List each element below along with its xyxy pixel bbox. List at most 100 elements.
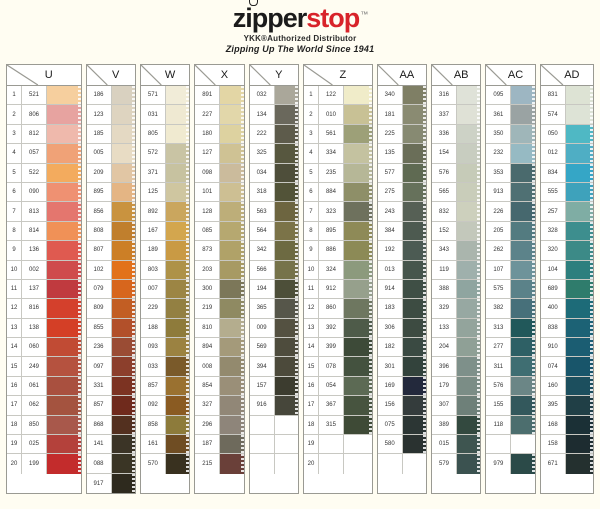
color-swatch-cell[interactable] (220, 86, 244, 105)
color-swatch-cell[interactable] (457, 318, 481, 338)
color-swatch-cell[interactable] (343, 182, 372, 202)
color-swatch-cell[interactable] (165, 318, 190, 338)
color-row[interactable]: 161 (140, 435, 190, 455)
color-row[interactable]: 9 886 (303, 241, 372, 261)
color-row[interactable]: 141 (86, 435, 135, 455)
color-row[interactable]: 074 (540, 357, 593, 377)
color-row[interactable]: 050 (540, 124, 593, 145)
color-swatch-cell[interactable] (220, 279, 244, 299)
color-swatch-cell[interactable] (565, 260, 593, 279)
color-row[interactable]: 225 (377, 124, 427, 145)
color-swatch-cell[interactable] (565, 202, 593, 221)
color-row[interactable]: 093 (140, 338, 190, 358)
color-swatch-cell[interactable] (274, 221, 298, 241)
color-row[interactable]: 012 (540, 144, 593, 164)
color-row[interactable]: 160 (540, 376, 593, 397)
color-row[interactable]: 4 057 (7, 144, 81, 164)
color-swatch-cell[interactable] (402, 182, 427, 202)
color-row[interactable]: 133 (432, 318, 481, 339)
color-swatch-cell[interactable] (343, 241, 372, 260)
color-swatch-cell[interactable] (402, 105, 427, 124)
color-row[interactable]: 13 138 (7, 318, 81, 339)
color-row[interactable]: 203 (195, 260, 244, 280)
color-swatch-cell[interactable] (47, 454, 81, 474)
color-swatch-cell[interactable] (274, 318, 298, 338)
color-swatch-cell[interactable] (111, 163, 135, 182)
color-swatch-cell[interactable] (47, 396, 81, 415)
color-swatch-cell[interactable] (402, 279, 427, 299)
color-swatch-cell[interactable] (457, 376, 481, 396)
color-row[interactable]: 328 (540, 221, 593, 242)
color-row[interactable]: 188 (140, 318, 190, 339)
color-row[interactable]: 809 (86, 299, 135, 319)
color-swatch-cell[interactable] (511, 86, 535, 105)
color-row[interactable]: 7 813 (7, 202, 81, 222)
color-row[interactable]: 569 (249, 338, 298, 358)
color-swatch-cell[interactable] (274, 396, 298, 415)
color-swatch-cell[interactable] (165, 279, 190, 299)
color-row[interactable]: 180 (195, 124, 244, 145)
color-swatch-cell[interactable] (511, 105, 535, 124)
color-swatch-cell[interactable] (220, 202, 244, 221)
color-swatch-cell[interactable] (274, 454, 298, 474)
color-row[interactable]: 577 (377, 163, 427, 183)
color-swatch-cell[interactable] (343, 105, 372, 124)
color-row[interactable]: 913 (486, 182, 535, 203)
color-swatch-cell[interactable] (457, 182, 481, 202)
color-row[interactable]: 219 (195, 299, 244, 319)
color-swatch-cell[interactable] (565, 299, 593, 318)
color-row[interactable]: 917 (86, 473, 135, 494)
color-swatch-cell[interactable] (565, 318, 593, 338)
color-swatch-cell[interactable] (402, 435, 427, 454)
color-swatch-cell[interactable] (274, 299, 298, 318)
color-swatch-cell[interactable] (111, 202, 135, 221)
color-row[interactable]: 564 (249, 221, 298, 242)
color-row[interactable]: 396 (432, 357, 481, 377)
color-swatch-cell[interactable] (457, 260, 481, 279)
color-swatch-cell[interactable] (111, 260, 135, 279)
color-swatch-cell[interactable] (457, 435, 481, 454)
color-row[interactable] (377, 454, 427, 474)
color-swatch-cell[interactable] (511, 182, 535, 202)
color-row[interactable]: 563 (249, 202, 298, 222)
color-row[interactable]: 832 (432, 202, 481, 222)
color-row[interactable]: 13 392 (303, 318, 372, 339)
color-swatch-cell[interactable] (111, 415, 135, 435)
color-row[interactable]: 118 (486, 415, 535, 436)
color-swatch-cell[interactable] (220, 124, 244, 144)
color-swatch-cell[interactable] (111, 454, 135, 473)
color-row[interactable]: 154 (432, 144, 481, 164)
color-row[interactable]: 838 (540, 318, 593, 339)
color-row[interactable]: 336 (432, 124, 481, 145)
color-swatch-cell[interactable] (47, 435, 81, 454)
color-swatch-cell[interactable] (47, 86, 81, 105)
color-swatch-cell[interactable] (565, 144, 593, 163)
color-swatch-cell[interactable] (220, 454, 244, 474)
color-swatch-cell[interactable] (402, 260, 427, 279)
color-swatch-cell[interactable] (511, 163, 535, 182)
color-row[interactable]: 400 (540, 299, 593, 319)
color-swatch-cell[interactable] (402, 415, 427, 435)
color-swatch-cell[interactable] (274, 435, 298, 454)
color-swatch-cell[interactable] (402, 318, 427, 338)
color-swatch-cell[interactable] (343, 415, 372, 435)
color-swatch-cell[interactable] (343, 144, 372, 163)
color-row[interactable]: 316 (432, 86, 481, 106)
color-row[interactable]: 128 (195, 202, 244, 222)
color-row[interactable]: 894 (195, 338, 244, 358)
color-row[interactable]: 156 (377, 396, 427, 416)
color-swatch-cell[interactable] (47, 124, 81, 144)
color-row[interactable]: 361 (486, 105, 535, 125)
color-row[interactable]: 20 (303, 454, 372, 474)
color-row[interactable]: 6 884 (303, 182, 372, 203)
color-row[interactable] (249, 415, 298, 436)
color-swatch-cell[interactable] (47, 182, 81, 202)
color-row[interactable]: 306 (377, 318, 427, 339)
color-row[interactable]: 313 (486, 318, 535, 339)
color-row[interactable]: 327 (195, 396, 244, 416)
color-row[interactable]: 19 025 (7, 435, 81, 455)
color-row[interactable]: 125 (140, 182, 190, 203)
color-swatch-cell[interactable] (111, 473, 135, 494)
color-row[interactable]: 5 235 (303, 163, 372, 183)
color-swatch-cell[interactable] (511, 435, 535, 454)
